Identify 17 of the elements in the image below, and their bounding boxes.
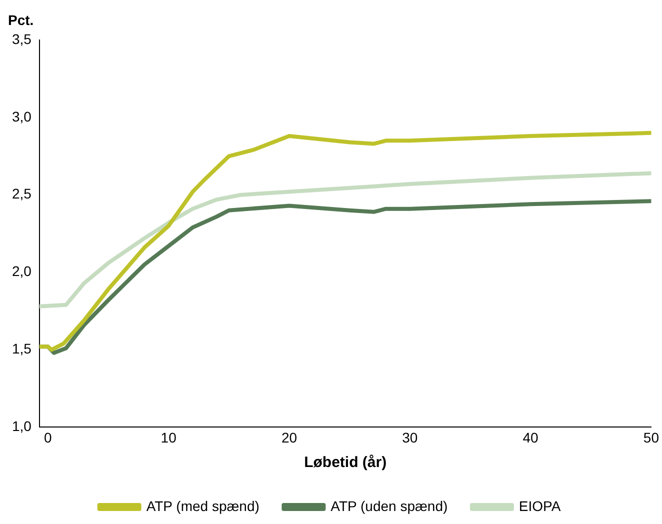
legend-label: ATP (uden spænd) (330, 498, 448, 514)
y-tick-label: 2,5 (12, 186, 32, 202)
y-axis-title: Pct. (8, 12, 34, 28)
x-tick-label: 10 (160, 429, 177, 446)
legend-label: ATP (med spænd) (146, 498, 260, 514)
y-tick-label: 2,0 (12, 263, 32, 280)
x-tick-label: 30 (402, 429, 418, 446)
y-tick-label: 3,0 (12, 108, 32, 124)
x-tick-label: 50 (643, 429, 660, 446)
x-axis-title: Løbetid (år) (304, 454, 387, 472)
y-tick-label: 1,5 (12, 340, 32, 357)
x-tick-label: 40 (522, 429, 539, 446)
y-tick-label: 1,0 (12, 418, 32, 434)
legend-label: EIOPA (518, 498, 562, 514)
x-tick-label: 0 (44, 429, 52, 446)
x-tick-label: 20 (281, 429, 298, 446)
y-tick-label: 3,5 (12, 30, 32, 47)
